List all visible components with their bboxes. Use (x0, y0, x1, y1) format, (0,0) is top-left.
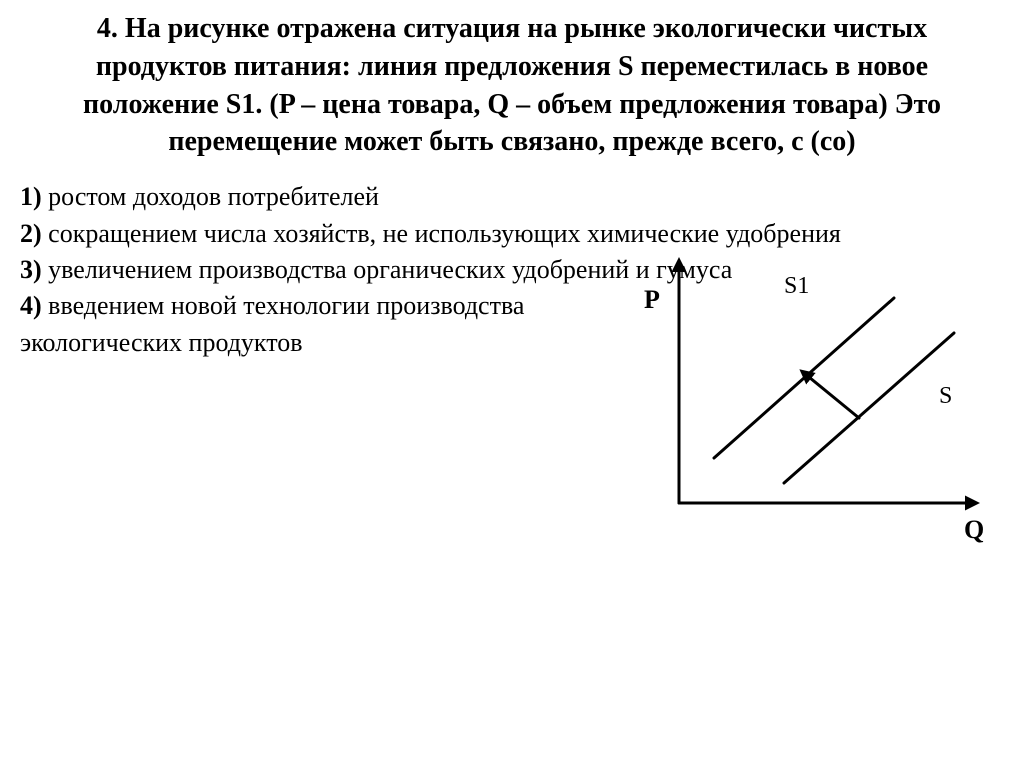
svg-text:Q: Q (964, 515, 984, 544)
svg-text:P: P (644, 285, 660, 314)
answer-2-num: 2) (20, 219, 42, 248)
answer-2: 2) сокращением числа хозяйств, не исполь… (20, 216, 1004, 252)
question-title: 4. На рисунке отражена ситуация на рынке… (32, 10, 992, 161)
answer-4-text: введением новой технологии производства … (20, 291, 524, 356)
supply-chart: P Q S1 S (634, 248, 1004, 548)
svg-text:S1: S1 (784, 273, 809, 299)
answer-3-text: увеличением производства органических уд… (42, 255, 733, 284)
question-text: На рисунке отражена ситуация на рынке эк… (83, 13, 941, 157)
answer-2-text: сокращением числа хозяйств, не использую… (42, 219, 841, 248)
question-number: 4. (97, 13, 118, 44)
svg-text:S: S (939, 383, 952, 409)
answer-4-row: 4) введением новой технологии производст… (20, 288, 1004, 548)
supply-chart-svg: P Q S1 S (634, 248, 1004, 548)
answer-4: 4) введением новой технологии производст… (20, 288, 614, 361)
answer-4-num: 4) (20, 291, 42, 320)
answers-block: 1) ростом доходов потребителей 2) сокращ… (20, 179, 1004, 548)
answer-3-num: 3) (20, 255, 42, 284)
page: 4. На рисунке отражена ситуация на рынке… (0, 0, 1024, 548)
answer-1-num: 1) (20, 182, 42, 211)
answer-4-textblock: 4) введением новой технологии производст… (20, 288, 614, 361)
answer-1-text: ростом доходов потребителей (42, 182, 379, 211)
answer-1: 1) ростом доходов потребителей (20, 179, 1004, 215)
